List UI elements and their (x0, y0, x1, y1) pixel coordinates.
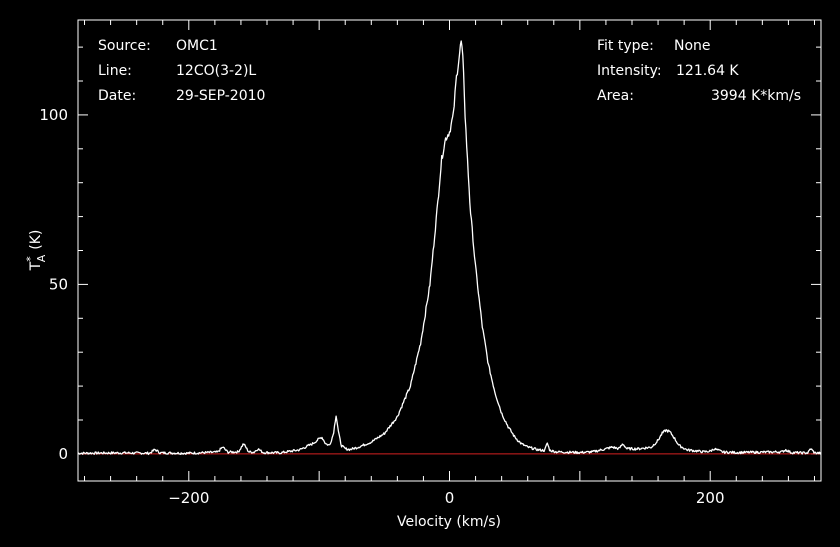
x-tick-label: 0 (445, 489, 455, 507)
x-axis-label: Velocity (km/s) (397, 514, 501, 530)
y-tick-label: 50 (49, 275, 68, 293)
area-key: Area: (597, 88, 634, 104)
x-tick-label: 200 (696, 489, 725, 507)
date-value: 29-SEP-2010 (176, 88, 265, 104)
y-axis-label: T*A (K) (24, 230, 48, 272)
tick-labels: −200 0 200 0 50 100 (39, 106, 724, 507)
y-axis-label-unit: (K) (28, 230, 44, 250)
source-key: Source: (98, 38, 151, 54)
fit-type-key: Fit type: (597, 38, 654, 54)
line-key: Line: (98, 63, 132, 79)
y-tick-label: 100 (39, 106, 68, 124)
y-tick-label: 0 (58, 445, 68, 463)
area-value: 3994 K*km/s (711, 88, 801, 104)
y-axis-label-sup: * (24, 256, 37, 262)
line-value: 12CO(3-2)L (176, 63, 256, 79)
fit-type-value: None (674, 38, 711, 54)
source-value: OMC1 (176, 38, 218, 54)
x-tick-label: −200 (168, 489, 209, 507)
intensity-value: 121.64 K (676, 63, 739, 79)
y-axis-label-sub: A (35, 254, 48, 262)
date-key: Date: (98, 88, 136, 104)
y-axis-label-main: T (28, 261, 44, 271)
intensity-key: Intensity: (597, 63, 662, 79)
spectrum-line (77, 40, 822, 456)
